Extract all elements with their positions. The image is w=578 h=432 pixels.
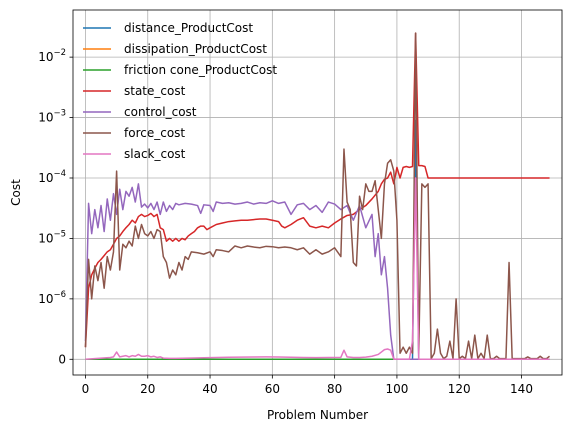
x-tick-label: 20 [140, 382, 155, 396]
axes-frame [72, 9, 563, 376]
y-axis-ticks: 0 10−6 10−5 10−4 10−3 10−2 [38, 48, 73, 366]
y-axis-label: Cost [9, 179, 23, 206]
x-tick-label: 140 [510, 382, 533, 396]
y-tick-label: 0 [58, 352, 66, 366]
y-tick-label: 10−6 [38, 290, 66, 306]
legend-label: distance_ProductCost [124, 21, 253, 35]
series-line-slack-cost [85, 177, 550, 361]
legend-label: force_cost [124, 126, 185, 140]
x-tick-label: 60 [265, 382, 280, 396]
x-axis-ticks: 0 20 40 60 80 100 120 140 [82, 375, 533, 396]
x-tick-label: 0 [82, 382, 90, 396]
x-tick-label: 80 [327, 382, 342, 396]
legend-item: distance_ProductCost [83, 21, 253, 35]
legend: distance_ProductCost dissipation_ProductC… [83, 21, 277, 161]
x-tick-label: 120 [448, 382, 471, 396]
series-line-control-cost [84, 183, 550, 361]
y-tick-label: 10−3 [38, 109, 66, 125]
legend-label: state_cost [124, 84, 186, 98]
legend-item: friction cone_ProductCost [83, 63, 277, 77]
x-tick-label: 40 [202, 382, 217, 396]
x-tick-label: 100 [385, 382, 408, 396]
series-line-force-cost [84, 32, 550, 360]
legend-item: slack_cost [83, 147, 186, 161]
series-line-state-cost [84, 32, 550, 348]
y-tick-label: 10−2 [38, 48, 66, 64]
legend-label: slack_cost [124, 147, 186, 161]
legend-item: control_cost [83, 105, 197, 119]
series-layer [84, 32, 550, 361]
legend-item: state_cost [83, 84, 186, 98]
y-tick-label: 10−5 [38, 229, 66, 245]
legend-label: control_cost [124, 105, 197, 119]
legend-item: dissipation_ProductCost [83, 42, 267, 56]
x-axis-label: Problem Number [267, 408, 368, 422]
legend-label: dissipation_ProductCost [124, 42, 267, 56]
legend-label: friction cone_ProductCost [124, 63, 277, 77]
y-tick-label: 10−4 [38, 169, 66, 185]
legend-item: force_cost [83, 126, 185, 140]
